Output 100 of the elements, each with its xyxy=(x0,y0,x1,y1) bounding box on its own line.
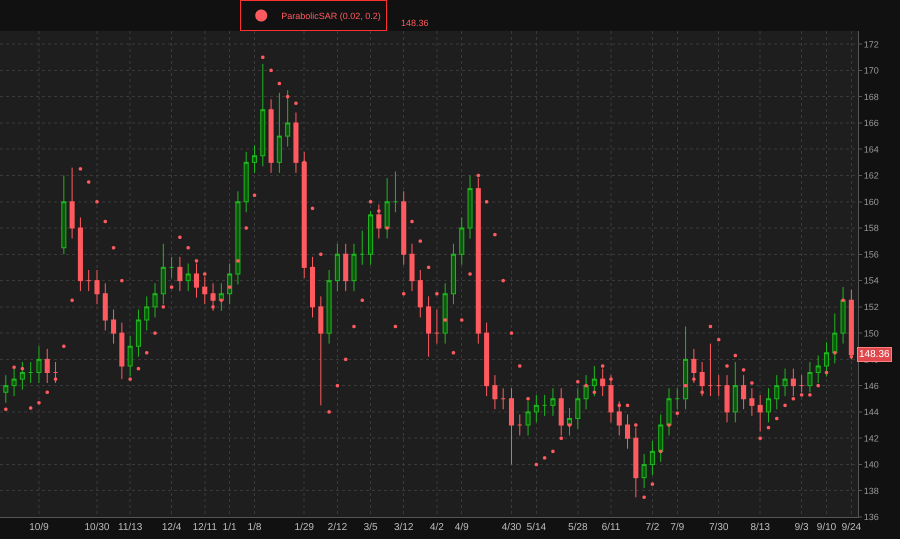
y-tick-label: 138 xyxy=(864,486,879,496)
candlestick xyxy=(766,388,771,423)
candlestick xyxy=(526,400,531,436)
candlestick xyxy=(252,144,258,174)
candlestick xyxy=(28,362,34,384)
candlestick xyxy=(210,282,216,312)
y-tick-label: 154 xyxy=(864,276,879,286)
candlestick xyxy=(716,374,722,397)
candlestick xyxy=(500,388,506,410)
candlestick xyxy=(492,374,498,410)
candlestick xyxy=(293,112,298,174)
x-tick-label: 7/2 xyxy=(645,522,660,533)
x-tick-label: 5/14 xyxy=(526,522,547,533)
candlestick xyxy=(194,262,199,298)
candlestick xyxy=(741,374,746,410)
x-tick-label: 6/11 xyxy=(602,522,621,533)
candlestick xyxy=(724,374,730,423)
candlestick xyxy=(343,243,348,292)
y-tick-label: 136 xyxy=(864,512,879,522)
candlestick xyxy=(186,262,191,292)
y-tick-label: 156 xyxy=(864,249,879,260)
candlestick xyxy=(459,217,464,266)
candlestick xyxy=(848,289,854,360)
x-tick-label: 3/12 xyxy=(394,522,414,533)
x-tick-label: 1/29 xyxy=(294,522,314,533)
candlestick xyxy=(476,178,481,344)
candlestick xyxy=(368,210,374,266)
candlestick xyxy=(260,63,266,167)
candlestick xyxy=(111,308,116,344)
candlestick xyxy=(708,343,713,397)
candlestick xyxy=(318,296,324,406)
x-tick-label: 10/30 xyxy=(84,522,110,533)
x-tick-label: 9/24 xyxy=(842,522,862,533)
candlestick xyxy=(700,362,705,397)
candlestick xyxy=(824,342,830,377)
candlestick xyxy=(102,282,108,331)
candlestick xyxy=(128,335,133,377)
candlestick xyxy=(78,217,83,292)
candlestick xyxy=(3,374,8,404)
candlestick xyxy=(70,167,75,240)
x-tick-label: 1/8 xyxy=(248,522,262,533)
candlestick xyxy=(235,190,240,286)
candlestick xyxy=(816,354,821,384)
x-tick-label: 10/9 xyxy=(29,522,50,533)
candlestick xyxy=(169,256,174,278)
x-tick-label: 12/4 xyxy=(162,522,182,533)
candlestick xyxy=(484,322,490,397)
candlestick xyxy=(508,388,514,465)
candlestick xyxy=(600,368,606,397)
candlestick xyxy=(442,282,448,344)
y-tick-label: 142 xyxy=(864,433,879,444)
y-tick-label: 158 xyxy=(864,223,879,234)
candlestick xyxy=(409,243,415,292)
candlestick xyxy=(302,151,307,278)
candlestick xyxy=(61,174,66,255)
candlestick xyxy=(790,368,796,397)
x-tick-label: 2/12 xyxy=(328,522,348,533)
candlestick xyxy=(434,308,440,344)
legend-label: ParabolicSAR (0.02, 0.2) xyxy=(281,11,381,22)
candlestick xyxy=(650,440,655,476)
candlestick xyxy=(807,362,812,393)
candlestick xyxy=(666,388,672,436)
candlestick xyxy=(310,256,316,318)
y-tick-label: 162 xyxy=(864,170,879,181)
candlestick xyxy=(426,296,432,358)
candlestick xyxy=(517,414,522,436)
candlestick xyxy=(608,374,614,423)
candlestick xyxy=(468,174,473,240)
annotation: 148.36 xyxy=(859,349,890,360)
x-tick-label: 9/10 xyxy=(816,522,837,533)
candlestick xyxy=(401,190,406,266)
candlestick xyxy=(558,388,564,436)
x-tick-label: 12/11 xyxy=(192,522,218,533)
candlestick xyxy=(633,427,638,498)
candlestick xyxy=(244,151,249,213)
candlestick xyxy=(732,362,738,423)
candlestick xyxy=(285,90,290,148)
candlestick xyxy=(625,414,630,450)
candlestick xyxy=(119,322,124,380)
candlestick xyxy=(575,388,580,430)
candlestick xyxy=(384,178,390,240)
x-tick-label: 7/9 xyxy=(670,522,685,533)
y-tick-label: 160 xyxy=(864,196,879,207)
candlestick xyxy=(774,374,780,410)
y-tick-label: 150 xyxy=(864,328,879,338)
y-tick-label: 152 xyxy=(864,302,879,312)
candlestick xyxy=(334,243,340,292)
candlestick xyxy=(20,362,25,390)
y-tick-label: 172 xyxy=(864,39,879,50)
candlestick xyxy=(160,243,166,305)
y-tick-label: 166 xyxy=(864,118,879,128)
y-tick-label: 144 xyxy=(864,407,879,418)
x-tick-label: 3/5 xyxy=(364,522,378,533)
candlestick xyxy=(550,388,556,416)
y-tick-label: 168 xyxy=(864,92,879,102)
candlestick xyxy=(268,98,274,174)
candlestick xyxy=(542,394,548,416)
candlestick xyxy=(691,348,696,384)
candlestick xyxy=(799,374,804,393)
candlestick xyxy=(202,276,208,305)
